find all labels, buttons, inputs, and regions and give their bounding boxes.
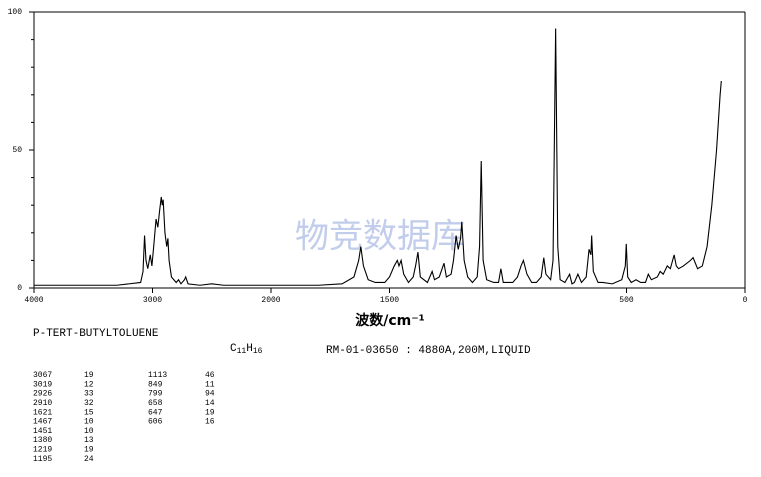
peak-table-cell: 46 (205, 371, 215, 380)
formula-part: 16 (253, 347, 263, 356)
peak-table-cell: 94 (205, 390, 215, 399)
spectrum-line (34, 28, 722, 286)
peak-table-cell: 3067 (33, 371, 52, 380)
peak-table-cell: 12 (84, 380, 94, 389)
formula: C11H16 (230, 343, 263, 356)
peak-table-cell: 24 (84, 455, 94, 464)
peak-table-cell: 11 (205, 380, 215, 389)
x-tick-label: 0 (743, 296, 748, 305)
peak-table-cell: 1219 (33, 446, 52, 455)
peak-table-cell: 1451 (33, 427, 52, 436)
peak-table-cell: 849 (148, 380, 163, 389)
peak-table-cell: 14 (205, 399, 215, 408)
peak-table-cell: 799 (148, 390, 163, 399)
peak-table-cell: 3019 (33, 380, 52, 389)
peak-table-cell: 32 (84, 399, 94, 408)
peak-table-cell: 606 (148, 418, 163, 427)
x-tick-label: 3000 (143, 296, 162, 305)
peak-table-cell: 19 (84, 371, 94, 380)
peak-table-cell: 2926 (33, 390, 52, 399)
x-axis-label: 波数/cm⁻¹ (355, 312, 425, 329)
peak-table-cell: 10 (84, 427, 94, 436)
x-tick-label: 2000 (261, 296, 280, 305)
peak-table-cell: 13 (84, 436, 94, 445)
formula-part: 11 (237, 347, 247, 356)
peak-table-cell: 1380 (33, 436, 52, 445)
peak-table-cell: 1467 (33, 418, 52, 427)
compound-name: P-TERT-BUTYLTOLUENE (33, 328, 159, 340)
sample-info: RM-01-03650 : 4880A,200M,LIQUID (326, 345, 531, 357)
peak-table-cell: 1621 (33, 408, 52, 417)
peak-table-cell: 19 (205, 408, 215, 417)
peak-table-cell: 16 (205, 418, 215, 427)
formula-part: H (246, 343, 253, 355)
x-tick-label: 1500 (380, 296, 399, 305)
x-tick-label: 4000 (24, 296, 43, 305)
peak-table-cell: 15 (84, 408, 94, 417)
watermark: 物竞数据库 (295, 217, 465, 257)
y-tick-label: 100 (8, 8, 23, 17)
y-tick-label: 50 (12, 146, 22, 155)
peak-table-cell: 658 (148, 399, 163, 408)
y-tick-label: 0 (17, 284, 22, 293)
peak-table-cell: 2910 (33, 399, 52, 408)
peak-table-cell: 19 (84, 446, 94, 455)
peak-table-cell: 647 (148, 408, 163, 417)
peak-table-cell: 1195 (33, 455, 52, 464)
peak-table-cell: 33 (84, 390, 94, 399)
formula-part: C (230, 343, 237, 355)
peak-table-cell: 10 (84, 418, 94, 427)
x-tick-label: 500 (619, 296, 634, 305)
peak-table-cell: 1113 (148, 371, 167, 380)
